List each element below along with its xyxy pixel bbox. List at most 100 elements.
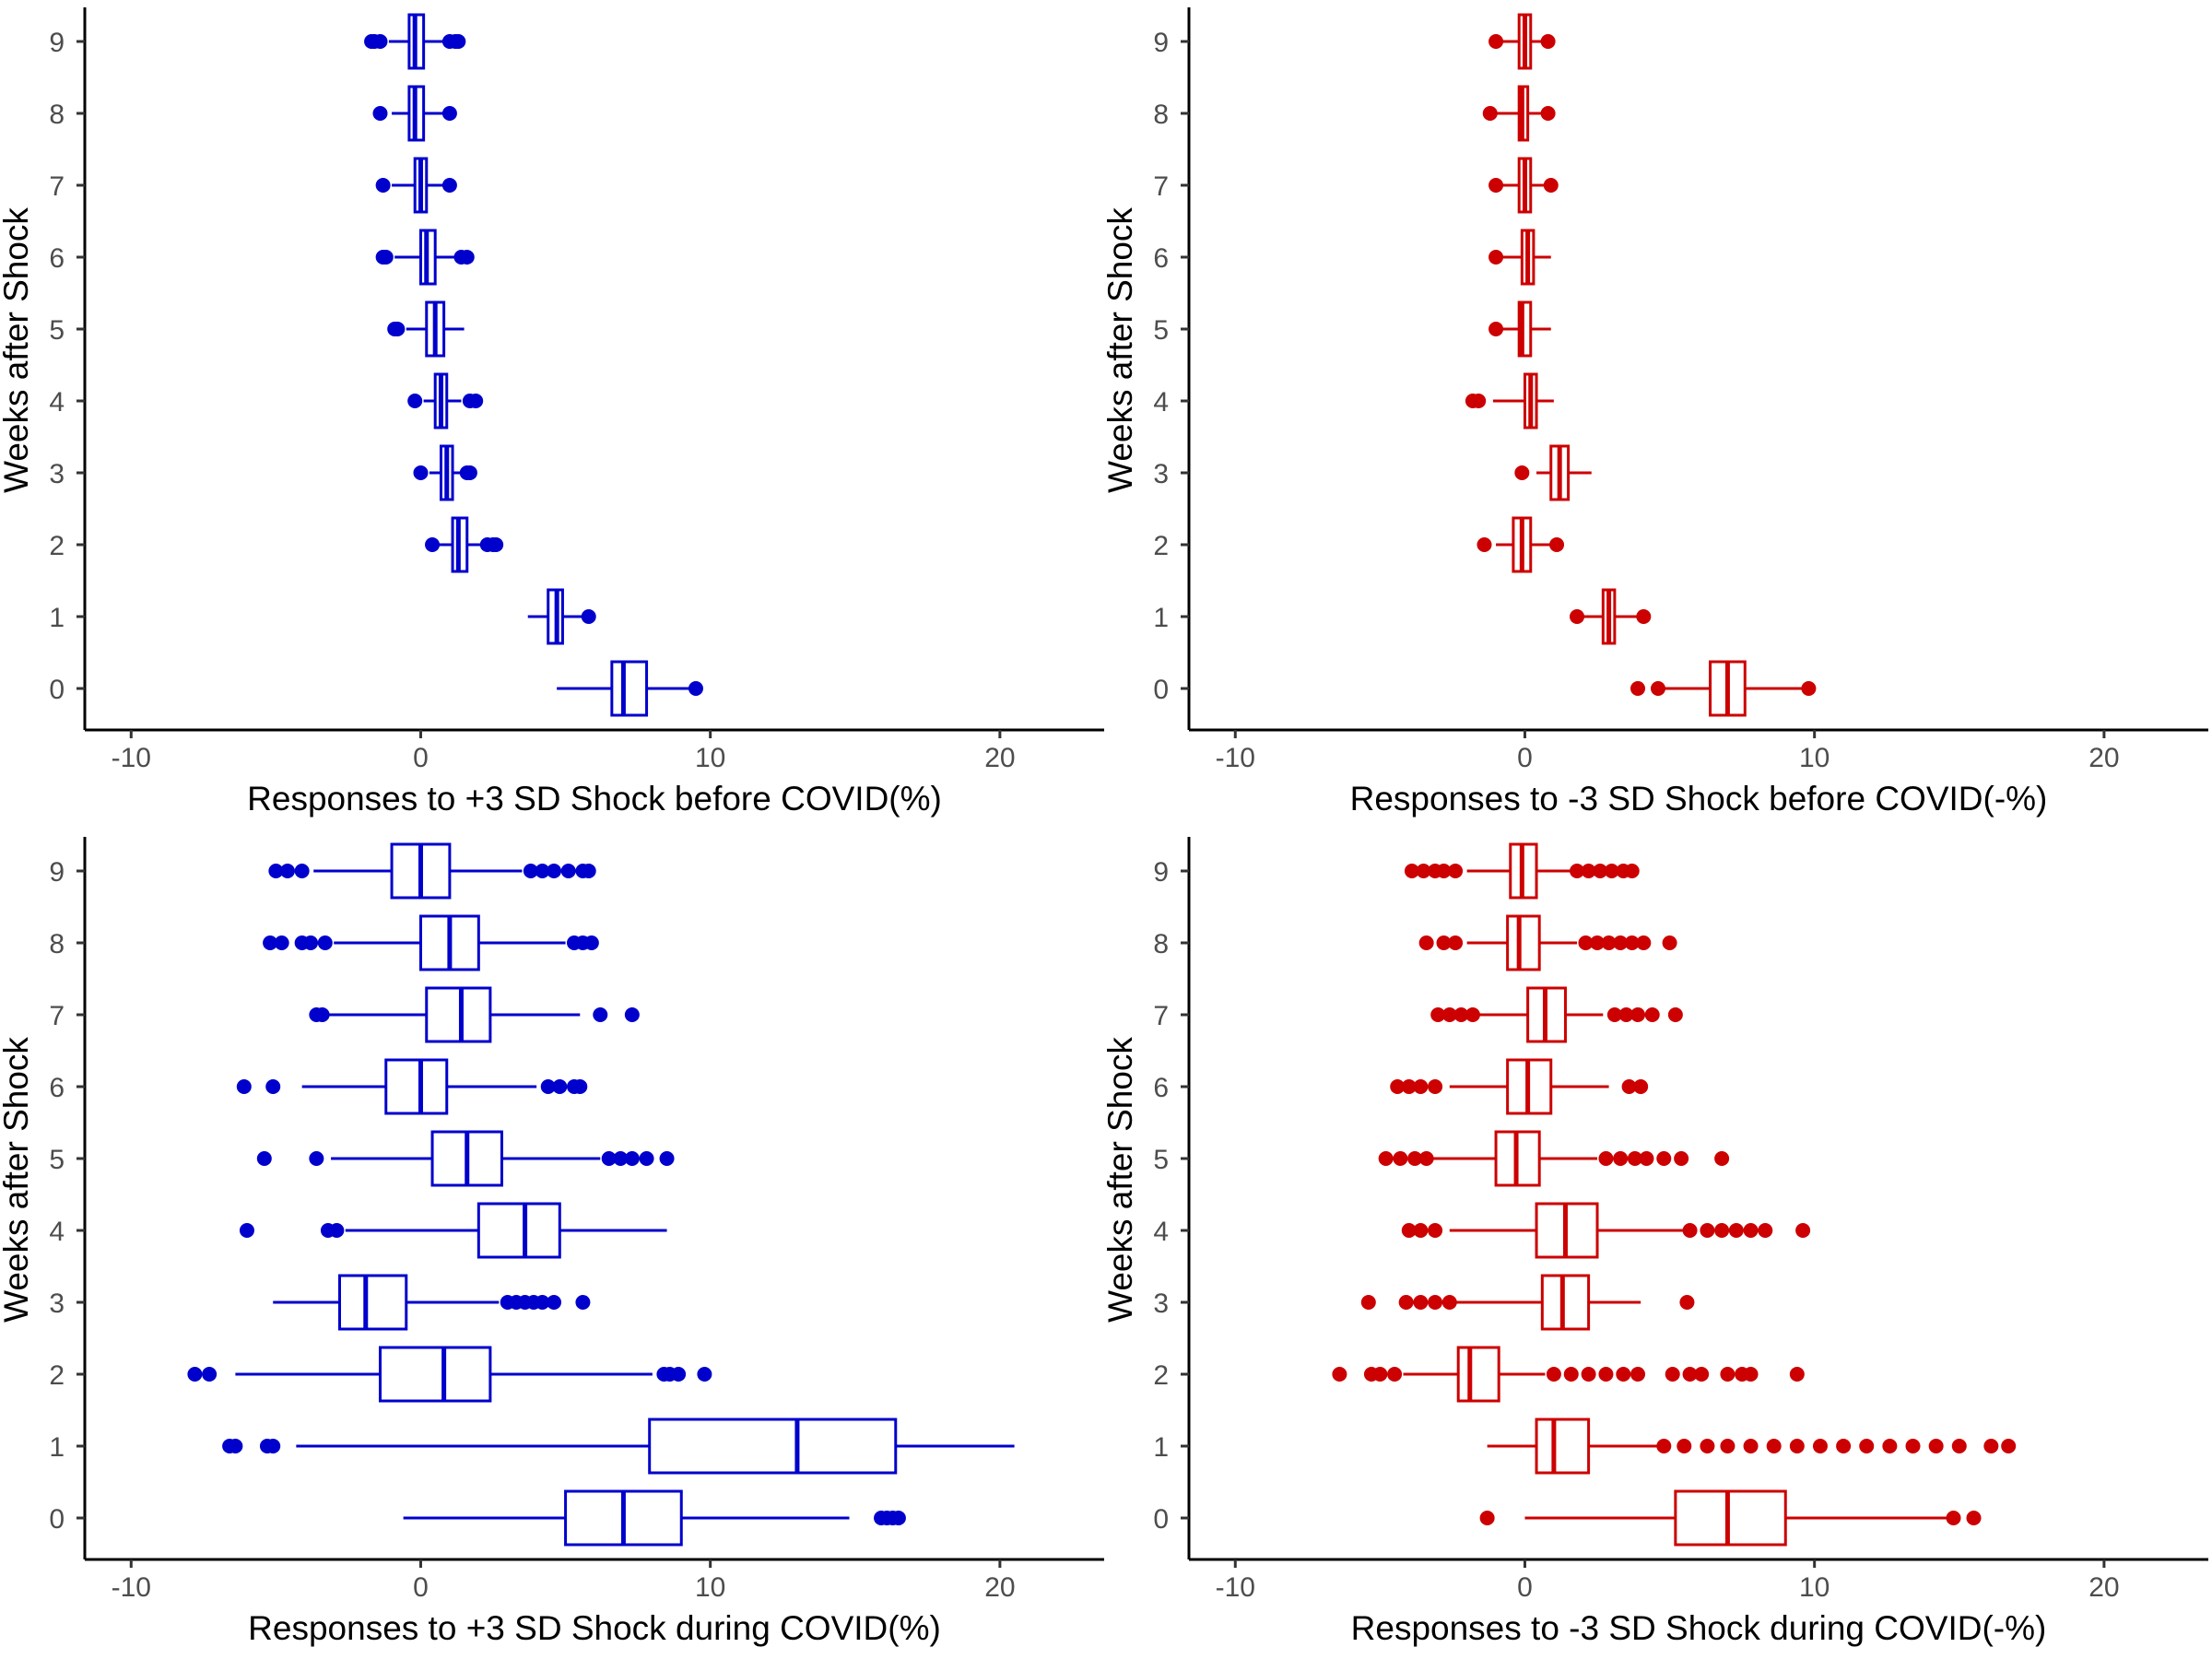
x-tick-label: 0 — [1517, 1572, 1533, 1603]
outlier-point — [1946, 1511, 1961, 1525]
outlier-point — [1627, 1151, 1642, 1166]
outlier-point — [581, 609, 596, 624]
y-tick-label: 0 — [1153, 1504, 1169, 1535]
outlier-point — [1789, 1439, 1805, 1453]
outlier-point — [659, 1151, 675, 1166]
outlier-point — [451, 34, 466, 49]
outlier-point — [547, 1295, 562, 1310]
y-tick-label: 7 — [1153, 171, 1169, 202]
outlier-point — [1543, 178, 1559, 193]
x-tick-label: -10 — [1216, 743, 1255, 773]
outlier-point — [1482, 106, 1498, 121]
outlier-point — [1630, 1367, 1646, 1382]
outlier-point — [1488, 178, 1504, 193]
box-week-4 — [1465, 372, 1554, 429]
y-axis-title: Weeks after Shock — [0, 207, 35, 493]
outlier-point — [1882, 1439, 1898, 1453]
outlier-point — [1983, 1439, 1999, 1453]
outlier-point — [552, 1079, 568, 1094]
outlier-point — [202, 1367, 218, 1382]
outlier-point — [535, 1295, 550, 1310]
iqr-box — [1674, 1489, 1787, 1547]
x-tick-label: 0 — [413, 743, 429, 773]
box-week-4 — [239, 1202, 667, 1259]
outlier-point — [364, 34, 380, 49]
outlier-point — [1448, 935, 1464, 950]
outlier-point — [1728, 1223, 1744, 1238]
y-tick-label: 9 — [49, 28, 65, 58]
y-tick-label: 3 — [1153, 459, 1169, 489]
y-tick-label: 7 — [1153, 1001, 1169, 1031]
outlier-point — [441, 178, 457, 193]
box-week-0 — [1479, 1489, 1982, 1547]
outlier-point — [1581, 1367, 1596, 1382]
iqr-box — [648, 1418, 898, 1475]
outlier-point — [1428, 1295, 1443, 1310]
box-week-2 — [187, 1346, 712, 1403]
outlier-point — [1951, 1439, 1967, 1453]
iqr-box — [1456, 1346, 1500, 1403]
box-week-1 — [527, 588, 596, 645]
outlier-point — [1581, 864, 1596, 878]
outlier-point — [1624, 864, 1640, 878]
outlier-point — [583, 935, 599, 950]
y-tick-label: 1 — [49, 603, 65, 633]
outlier-point — [1795, 1223, 1811, 1238]
box-week-5 — [387, 300, 465, 358]
panel-before-covid-positive-shock: 0 1 2 3 4 5 6 7 8 9 -10 0 10 20 Responses to +3 SD Sho… — [0, 7, 1104, 818]
outlier-point — [1700, 1223, 1715, 1238]
outlier-point — [1590, 935, 1606, 950]
outlier-point — [1413, 1079, 1429, 1094]
outlier-point — [1540, 34, 1556, 49]
outlier-point — [268, 864, 284, 878]
outlier-point — [890, 1511, 906, 1525]
y-tick-label: 6 — [1153, 1073, 1169, 1103]
x-tick-label: 10 — [695, 743, 725, 773]
outlier-point — [317, 935, 333, 950]
outlier-point — [697, 1367, 712, 1382]
outlier-point — [413, 465, 429, 480]
y-tick-label: 5 — [49, 1145, 65, 1175]
y-tick-label: 5 — [1153, 1145, 1169, 1175]
outlier-point — [1448, 864, 1464, 878]
box-week-4 — [1401, 1202, 1811, 1259]
box-week-7 — [375, 157, 457, 214]
outlier-point — [1428, 1079, 1443, 1094]
y-tick-label: 3 — [49, 1288, 65, 1319]
iqr-box — [610, 660, 649, 717]
outlier-point — [1618, 1007, 1634, 1022]
y-tick-label: 0 — [49, 1504, 65, 1535]
y-tick-label: 1 — [1153, 1432, 1169, 1463]
outlier-point — [1682, 1367, 1698, 1382]
box-week-2 — [1332, 1346, 1805, 1403]
y-tick-label: 1 — [1153, 603, 1169, 633]
outlier-point — [1387, 1367, 1403, 1382]
outlier-point — [1630, 1007, 1646, 1022]
outlier-point — [1714, 1223, 1730, 1238]
outlier-point — [1390, 1079, 1406, 1094]
box-week-1 — [1570, 588, 1652, 645]
outlier-point — [1613, 935, 1629, 950]
box-week-9 — [1488, 13, 1556, 70]
box-week-3 — [1514, 444, 1592, 501]
outlier-point — [1743, 1367, 1759, 1382]
x-tick-label: -10 — [1216, 1572, 1255, 1603]
outlier-point — [1667, 1007, 1683, 1022]
outlier-point — [1694, 1367, 1710, 1382]
outlier-point — [1404, 864, 1419, 878]
outlier-point — [1601, 935, 1617, 950]
box-week-2 — [1477, 516, 1565, 573]
outlier-point — [265, 1079, 281, 1094]
box-week-2 — [425, 516, 504, 573]
y-tick-label: 2 — [49, 1360, 65, 1391]
outlier-point — [1679, 1295, 1695, 1310]
outlier-point — [1416, 864, 1431, 878]
outlier-point — [1401, 1223, 1417, 1238]
outlier-point — [1578, 935, 1594, 950]
outlier-point — [1674, 1151, 1689, 1166]
box-week-6 — [1390, 1058, 1649, 1115]
outlier-point — [294, 864, 310, 878]
iqr-box — [1506, 914, 1541, 971]
outlier-point — [263, 935, 278, 950]
x-tick-label: -10 — [112, 1572, 151, 1603]
